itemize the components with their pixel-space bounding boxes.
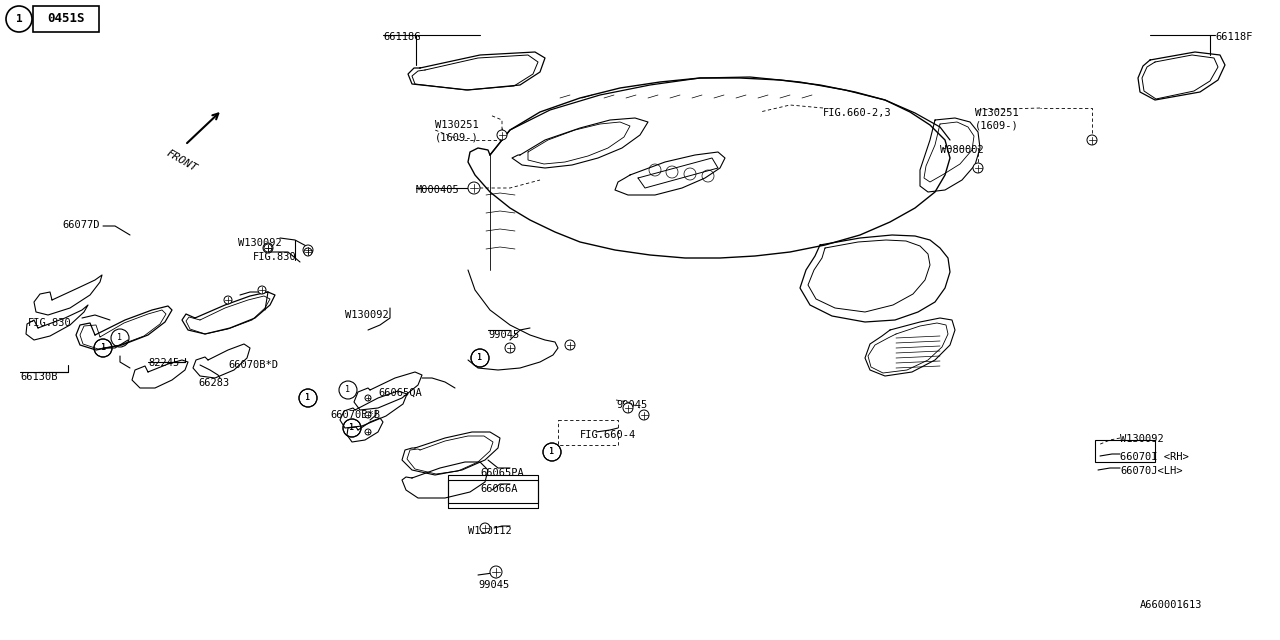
Circle shape: [365, 412, 371, 418]
Text: 1: 1: [118, 333, 123, 342]
Text: M000405: M000405: [416, 185, 460, 195]
Text: W130112: W130112: [468, 526, 512, 536]
Text: 66065QA: 66065QA: [378, 388, 421, 398]
Circle shape: [973, 163, 983, 173]
Circle shape: [480, 523, 490, 533]
Text: 1: 1: [346, 385, 351, 394]
Text: (1609-): (1609-): [975, 120, 1019, 130]
Text: (1609-): (1609-): [435, 132, 479, 142]
Text: 1: 1: [349, 424, 355, 433]
Text: W130092: W130092: [1120, 434, 1164, 444]
Bar: [448, 475, 538, 503]
Circle shape: [365, 395, 371, 401]
Text: W130251: W130251: [975, 108, 1019, 118]
Text: 66070B*D: 66070B*D: [228, 360, 278, 370]
Circle shape: [264, 244, 273, 252]
Text: 66066A: 66066A: [480, 484, 517, 494]
Text: 1: 1: [477, 353, 483, 362]
Text: 1: 1: [349, 424, 355, 433]
Text: 1: 1: [101, 344, 105, 353]
Circle shape: [506, 343, 515, 353]
Bar: [33, 6, 99, 32]
Text: 1: 1: [306, 394, 311, 403]
Text: 1: 1: [15, 14, 22, 24]
Text: 66118G: 66118G: [383, 32, 421, 42]
Text: W130092: W130092: [238, 238, 282, 248]
Text: 1: 1: [549, 447, 554, 456]
Text: 1: 1: [306, 394, 311, 403]
Text: 1: 1: [477, 353, 483, 362]
Text: 99045: 99045: [477, 580, 509, 590]
Circle shape: [639, 410, 649, 420]
Text: 66077D: 66077D: [61, 220, 100, 230]
Text: 66065PA: 66065PA: [480, 468, 524, 478]
Text: 82245: 82245: [148, 358, 179, 368]
Text: 99045: 99045: [488, 330, 520, 340]
Circle shape: [303, 245, 314, 255]
Text: 0451S: 0451S: [47, 13, 84, 26]
Circle shape: [623, 403, 634, 413]
Text: FIG.660-4: FIG.660-4: [580, 430, 636, 440]
Circle shape: [305, 248, 312, 256]
Text: A660001613: A660001613: [1140, 600, 1202, 610]
Text: 66070J<LH>: 66070J<LH>: [1120, 466, 1183, 476]
Circle shape: [497, 130, 507, 140]
Bar: [1094, 440, 1155, 462]
Text: 99045: 99045: [616, 400, 648, 410]
Text: 66283: 66283: [198, 378, 229, 388]
Text: 66118F: 66118F: [1215, 32, 1253, 42]
Circle shape: [490, 566, 502, 578]
Text: W080002: W080002: [940, 145, 984, 155]
Text: 66070B*B: 66070B*B: [330, 410, 380, 420]
Circle shape: [1087, 135, 1097, 145]
Text: FIG.660-2,3: FIG.660-2,3: [823, 108, 892, 118]
Circle shape: [564, 340, 575, 350]
Text: FIG.830: FIG.830: [253, 252, 297, 262]
Text: FRONT: FRONT: [165, 148, 200, 173]
Text: W130092: W130092: [346, 310, 389, 320]
Circle shape: [224, 296, 232, 304]
Text: FIG.830: FIG.830: [28, 318, 72, 328]
Text: 1: 1: [549, 447, 554, 456]
Circle shape: [468, 182, 480, 194]
Circle shape: [259, 286, 266, 294]
Circle shape: [262, 243, 273, 253]
Text: 66130B: 66130B: [20, 372, 58, 382]
Text: 1: 1: [101, 344, 105, 353]
Text: W130251: W130251: [435, 120, 479, 130]
Circle shape: [365, 429, 371, 435]
Text: 66070I <RH>: 66070I <RH>: [1120, 452, 1189, 462]
